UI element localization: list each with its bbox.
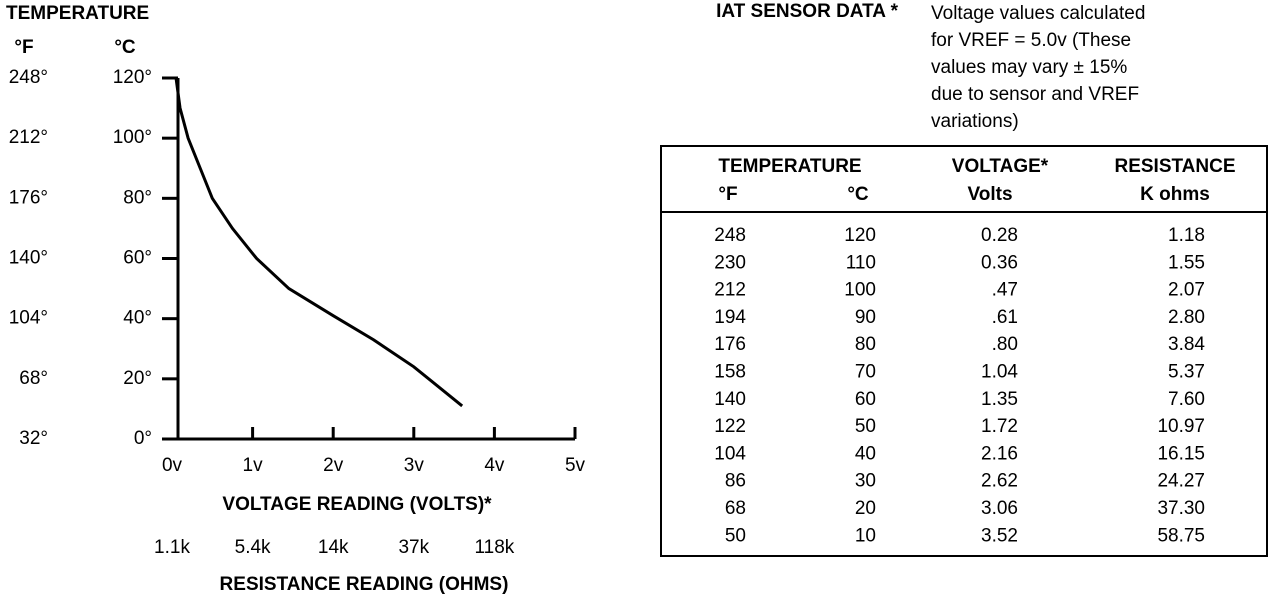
y2-tick-label: 68° bbox=[19, 368, 48, 389]
x-tick-label: 2v bbox=[323, 455, 344, 476]
table-cell: .80 bbox=[992, 334, 1018, 355]
note-line: for VREF = 5.0v (These bbox=[931, 30, 1131, 51]
table-cell: 90 bbox=[855, 307, 876, 328]
y-tick-label: 20° bbox=[123, 368, 152, 389]
table-cell: 122 bbox=[714, 416, 746, 437]
y-tick-label: 0° bbox=[134, 428, 152, 449]
x2-axis-label: RESISTANCE READING (OHMS) bbox=[220, 574, 509, 595]
y-axis-label: °C bbox=[114, 37, 136, 58]
note-line: variations) bbox=[931, 111, 1019, 132]
table-cell: 2.62 bbox=[981, 471, 1018, 492]
table-border bbox=[660, 145, 1268, 557]
table-cell: 68 bbox=[725, 498, 746, 519]
y2-tick-label: 248° bbox=[9, 67, 48, 88]
table-cell: 1.72 bbox=[981, 416, 1018, 437]
table-cell: 2.07 bbox=[1168, 280, 1205, 301]
table-cell: 194 bbox=[714, 307, 746, 328]
table-cell: 80 bbox=[855, 334, 876, 355]
table-cell: 0.36 bbox=[981, 252, 1018, 273]
chart-title: TEMPERATURE bbox=[6, 3, 149, 24]
table-cell: 100 bbox=[844, 280, 876, 301]
x-tick-label: 4v bbox=[484, 455, 505, 476]
table-cell: 3.84 bbox=[1168, 334, 1205, 355]
table-cell: 10 bbox=[855, 525, 876, 546]
table-cell: .47 bbox=[992, 280, 1018, 301]
table-header: TEMPERATURE bbox=[718, 156, 861, 177]
table-cell: 7.60 bbox=[1168, 389, 1205, 410]
sensor-title: IAT SENSOR DATA * bbox=[716, 1, 899, 22]
y-tick-label: 40° bbox=[123, 308, 152, 329]
table-subheader: K ohms bbox=[1140, 184, 1210, 205]
table-cell: 1.04 bbox=[981, 362, 1018, 383]
table-cell: 110 bbox=[846, 252, 876, 273]
table-subheader: Volts bbox=[967, 184, 1012, 205]
table-cell: 16.15 bbox=[1157, 443, 1205, 464]
x-axis-label: VOLTAGE READING (VOLTS)* bbox=[222, 494, 492, 515]
table-cell: 50 bbox=[725, 525, 746, 546]
note-line: due to sensor and VREF bbox=[931, 84, 1139, 105]
x2-tick-label: 37k bbox=[398, 537, 429, 558]
y2-tick-label: 32° bbox=[19, 428, 48, 449]
table-cell: 40 bbox=[855, 443, 876, 464]
x-tick-label: 5v bbox=[565, 455, 586, 476]
table-cell: 20 bbox=[855, 498, 876, 519]
y2-axis-label: °F bbox=[14, 37, 33, 58]
table-cell: 24.27 bbox=[1157, 471, 1205, 492]
table-cell: 0.28 bbox=[981, 225, 1018, 246]
table-cell: 10.97 bbox=[1157, 416, 1205, 437]
table-cell: 230 bbox=[714, 252, 746, 273]
x2-tick-label: 118k bbox=[475, 537, 515, 558]
table-cell: 1.55 bbox=[1168, 252, 1205, 273]
table-cell: 2.16 bbox=[981, 443, 1018, 464]
y2-tick-label: 140° bbox=[9, 248, 48, 269]
table-cell: 140 bbox=[714, 389, 746, 410]
table-cell: 3.06 bbox=[981, 498, 1018, 519]
table-cell: 158 bbox=[714, 362, 746, 383]
y-tick-label: 60° bbox=[123, 248, 152, 269]
x2-tick-label: 14k bbox=[318, 537, 349, 558]
table-subheader: °C bbox=[847, 184, 869, 205]
table-cell: 1.18 bbox=[1168, 225, 1205, 246]
x-tick-label: 3v bbox=[404, 455, 425, 476]
table-cell: 1.35 bbox=[981, 389, 1018, 410]
table-subheader: °F bbox=[718, 184, 737, 205]
table-header: VOLTAGE* bbox=[952, 156, 1049, 177]
x2-tick-label: 1.1k bbox=[154, 537, 190, 558]
table-cell: 86 bbox=[725, 471, 746, 492]
note-line: values may vary ± 15% bbox=[931, 57, 1127, 78]
y-tick-label: 120° bbox=[113, 67, 152, 88]
note-line: Voltage values calculated bbox=[931, 3, 1145, 24]
table-cell: 2.80 bbox=[1168, 307, 1205, 328]
table-cell: .61 bbox=[992, 307, 1018, 328]
table-cell: 248 bbox=[714, 225, 746, 246]
y2-tick-label: 104° bbox=[9, 308, 48, 329]
y2-tick-label: 176° bbox=[9, 187, 48, 208]
x-tick-label: 1v bbox=[243, 455, 264, 476]
table-cell: 120 bbox=[844, 225, 876, 246]
x-tick-label: 0v bbox=[162, 455, 183, 476]
x2-tick-label: 5.4k bbox=[235, 537, 271, 558]
table-cell: 5.37 bbox=[1168, 362, 1205, 383]
table-cell: 30 bbox=[855, 471, 876, 492]
table-cell: 176 bbox=[714, 334, 746, 355]
table-cell: 70 bbox=[855, 362, 876, 383]
data-line bbox=[174, 77, 464, 408]
table-cell: 212 bbox=[714, 280, 746, 301]
table-cell: 104 bbox=[714, 443, 746, 464]
table-header: RESISTANCE bbox=[1114, 156, 1235, 177]
y-tick-label: 100° bbox=[113, 127, 152, 148]
table-cell: 3.52 bbox=[981, 525, 1018, 546]
table-cell: 60 bbox=[855, 389, 876, 410]
table-cell: 50 bbox=[855, 416, 876, 437]
table-cell: 37.30 bbox=[1157, 498, 1205, 519]
y2-tick-label: 212° bbox=[9, 127, 48, 148]
y-tick-label: 80° bbox=[123, 187, 152, 208]
table-cell: 58.75 bbox=[1157, 525, 1205, 546]
